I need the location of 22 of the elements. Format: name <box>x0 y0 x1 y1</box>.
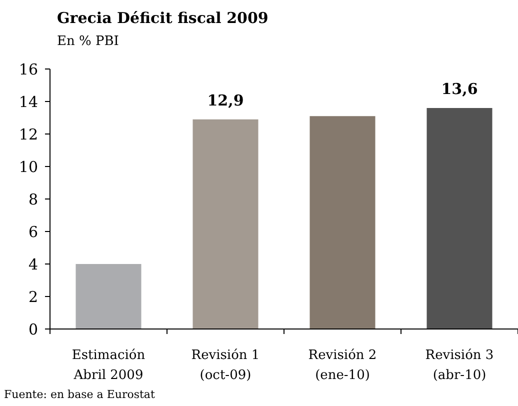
bar <box>426 108 492 329</box>
x-tick-label: Estimación Abril 2009 <box>72 348 146 383</box>
x-tick-label: Revisión 2 (ene-10) <box>308 348 377 383</box>
y-tick-label: 6 <box>28 222 38 241</box>
bar <box>76 264 142 329</box>
chart-title: Grecia Déficit fiscal 2009 <box>57 9 268 27</box>
y-tick-label: 0 <box>28 320 38 338</box>
source-note: Fuente: en base a Eurostat <box>4 388 156 401</box>
chart-subtitle: En % PBI <box>57 34 119 49</box>
y-tick-label: 10 <box>18 158 38 176</box>
bar <box>310 116 376 329</box>
y-tick-label: 12 <box>18 125 38 144</box>
x-tick-label: Revisión 1 (oct-09) <box>191 348 260 383</box>
y-tick-label: 16 <box>18 60 38 78</box>
data-label: 12,9 <box>207 91 244 110</box>
data-label: 13,6 <box>441 80 478 98</box>
y-tick-label: 14 <box>18 92 38 111</box>
bar <box>192 119 258 329</box>
y-tick-label: 8 <box>28 190 38 208</box>
y-tick-label: 2 <box>28 288 38 306</box>
x-tick-label: Revisión 3 (abr-10) <box>425 348 494 383</box>
y-tick-label: 4 <box>28 255 38 274</box>
